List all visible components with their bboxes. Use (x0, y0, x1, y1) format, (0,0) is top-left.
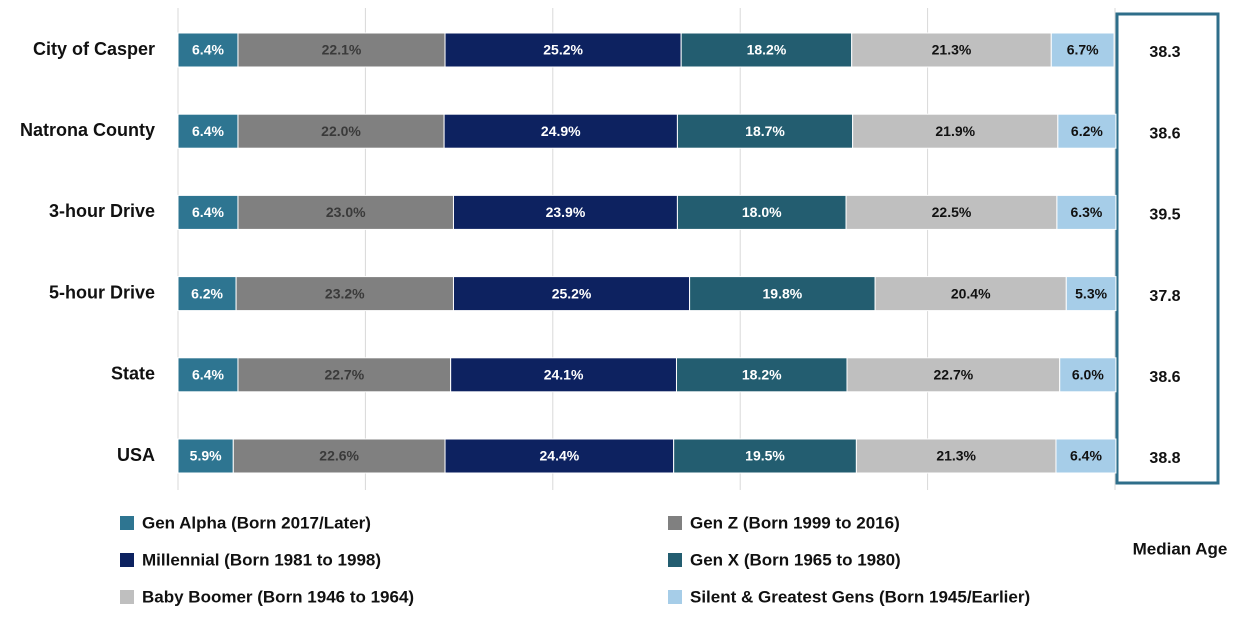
legend-swatch (668, 516, 682, 530)
data-label: 6.3% (1070, 204, 1102, 220)
legend-label: Gen Z (Born 1999 to 2016) (690, 513, 900, 532)
data-label: 24.4% (540, 448, 580, 464)
bar-segment (1055, 438, 1117, 474)
data-label: 6.2% (1071, 123, 1103, 139)
legend-swatch (668, 553, 682, 567)
bar-segment (232, 438, 446, 474)
legend-label: Gen Alpha (Born 2017/Later) (142, 513, 371, 532)
category-label: Natrona County (20, 120, 155, 140)
data-label: 6.0% (1072, 367, 1104, 383)
data-label: 23.0% (326, 204, 366, 220)
bar-segment (450, 357, 677, 393)
bar-segment (845, 194, 1058, 230)
data-label: 5.9% (190, 448, 222, 464)
data-label: 18.2% (742, 367, 782, 383)
category-label: 3-hour Drive (49, 201, 155, 221)
data-label: 23.2% (325, 285, 365, 301)
data-label: 21.3% (932, 42, 972, 58)
bar-segment (874, 276, 1067, 312)
data-label: 22.1% (322, 42, 362, 58)
data-label: 18.2% (747, 42, 787, 58)
bar-segment (237, 194, 454, 230)
data-label: 20.4% (951, 285, 991, 301)
data-label: 24.1% (544, 367, 584, 383)
median-age: 38.6 (1149, 369, 1180, 386)
bar-segment (1050, 32, 1115, 68)
data-label: 25.2% (552, 285, 592, 301)
bar-segment (237, 357, 452, 393)
data-label: 6.4% (192, 123, 224, 139)
data-label: 6.4% (192, 367, 224, 383)
bar-segment (851, 32, 1052, 68)
data-label: 6.4% (192, 204, 224, 220)
data-label: 21.3% (936, 448, 976, 464)
bar-segment (675, 357, 848, 393)
data-label: 21.9% (935, 123, 975, 139)
bar-segment (444, 438, 675, 474)
bar-segment (1057, 113, 1117, 149)
data-label: 22.7% (934, 367, 974, 383)
data-label: 6.7% (1067, 42, 1099, 58)
bar-segment (443, 113, 678, 149)
legend-swatch (120, 516, 134, 530)
data-label: 24.9% (541, 123, 581, 139)
bar-segment (177, 113, 239, 149)
bar-segment (846, 357, 1061, 393)
data-label: 5.3% (1075, 285, 1107, 301)
data-label: 23.9% (546, 204, 586, 220)
bar-segment (177, 32, 239, 68)
bar-segment (237, 113, 445, 149)
category-label: USA (117, 445, 155, 465)
median-age: 39.5 (1149, 207, 1180, 224)
data-label: 19.8% (763, 285, 803, 301)
bar-segment (680, 32, 853, 68)
data-label: 25.2% (543, 42, 583, 58)
category-label: State (111, 364, 155, 384)
bar-segment (1056, 194, 1117, 230)
bar-segment (177, 194, 239, 230)
legend-label: Silent & Greatest Gens (Born 1945/Earlie… (690, 587, 1030, 606)
bar-segment (1059, 357, 1117, 393)
bar-segment (676, 113, 854, 149)
data-label: 22.5% (932, 204, 972, 220)
data-label: 18.0% (742, 204, 782, 220)
data-label: 22.0% (321, 123, 361, 139)
legend-swatch (120, 553, 134, 567)
median-age: 37.8 (1149, 288, 1180, 305)
data-label: 22.6% (319, 448, 359, 464)
bar-segment (852, 113, 1059, 149)
data-label: 18.7% (745, 123, 785, 139)
legend-swatch (668, 590, 682, 604)
data-label: 19.5% (745, 448, 785, 464)
legend-swatch (120, 590, 134, 604)
median-title: Median Age (1133, 539, 1228, 558)
legend-label: Baby Boomer (Born 1946 to 1964) (142, 587, 414, 606)
bar-segment (177, 438, 234, 474)
category-label: 5-hour Drive (49, 282, 155, 302)
bar-segment (452, 276, 691, 312)
median-box (1115, 12, 1220, 485)
data-label: 22.7% (324, 367, 364, 383)
legend-label: Gen X (Born 1965 to 1980) (690, 550, 901, 569)
median-age: 38.8 (1149, 450, 1180, 467)
median-age: 38.6 (1149, 125, 1180, 142)
legend-label: Millennial (Born 1981 to 1998) (142, 550, 381, 569)
data-label: 6.4% (192, 42, 224, 58)
data-label: 6.4% (1070, 448, 1102, 464)
category-label: City of Casper (33, 39, 155, 59)
median-age: 38.3 (1149, 44, 1180, 61)
data-label: 6.2% (191, 285, 223, 301)
bar-segment (1065, 276, 1117, 312)
bar-segment (855, 438, 1057, 474)
